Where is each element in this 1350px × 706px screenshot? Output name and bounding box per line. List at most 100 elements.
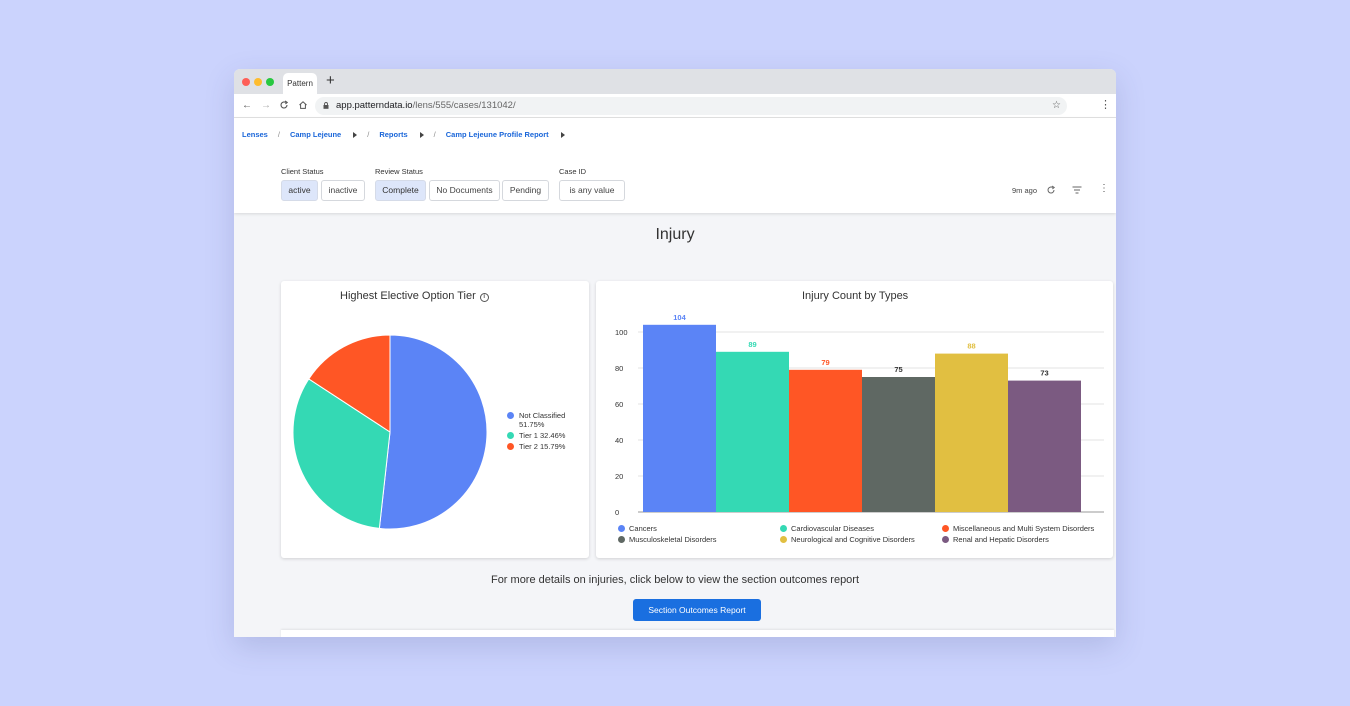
pie-legend: Not Classified 51.75% Tier 1 32.46% Tier …: [507, 411, 565, 453]
app-header: Lenses / Camp Lejeune / Reports / Camp Lejeune…: [234, 118, 1116, 213]
case-id-label: Case ID: [559, 167, 587, 176]
legend-label: Tier 2 15.79%: [519, 442, 566, 451]
legend-label-text: Not Classified: [519, 411, 566, 420]
bar-neurological-and-cognitive-disorders[interactable]: [935, 353, 1008, 512]
case-id-filter[interactable]: is any value: [559, 180, 625, 201]
address-bar[interactable]: app.patterndata.io/lens/555/cases/131042…: [315, 97, 1067, 115]
review-status-complete-chip[interactable]: Complete: [375, 180, 426, 201]
caret-right-icon[interactable]: [560, 132, 565, 139]
bar-legend-item[interactable]: Cancers: [618, 524, 657, 533]
url-host: app.patterndata.io: [336, 100, 413, 111]
bar-value-label: 73: [1040, 369, 1048, 378]
back-arrow-icon[interactable]: ←: [242, 100, 252, 111]
filter-icon[interactable]: [1072, 186, 1082, 194]
client-status-active-chip[interactable]: active: [281, 180, 318, 201]
bar-value-label: 89: [748, 340, 756, 349]
legend-label: Renal and Hepatic Disorders: [953, 535, 1049, 544]
legend-swatch: [780, 525, 787, 532]
legend-swatch: [507, 412, 514, 419]
review-status-pending-chip[interactable]: Pending: [502, 180, 549, 201]
pie-chart: [292, 334, 488, 530]
bar-musculoskeletal-disorders[interactable]: [862, 377, 935, 512]
legend-label: Cardiovascular Diseases: [791, 524, 874, 533]
bar-chart: 0 20 40 60 80 100 104 89 79 75 88 73: [615, 313, 1104, 517]
next-section-card: [281, 630, 1114, 637]
legend-swatch: [942, 525, 949, 532]
legend-label: Musculoskeletal Disorders: [629, 535, 717, 544]
home-icon[interactable]: [298, 100, 308, 110]
bar-value-label: 75: [894, 365, 902, 374]
url-text: app.patterndata.io/lens/555/cases/131042…: [336, 97, 516, 115]
bar-legend-item[interactable]: Renal and Hepatic Disorders: [942, 535, 1049, 544]
breadcrumb-separator: /: [367, 130, 370, 139]
review-status-no-documents-chip[interactable]: No Documents: [429, 180, 500, 201]
refresh-icon[interactable]: [1046, 185, 1056, 195]
section-outcomes-report-button[interactable]: Section Outcomes Report: [633, 599, 761, 621]
pie-slice-tier-2[interactable]: [308, 334, 391, 433]
browser-tab[interactable]: Pattern: [283, 73, 317, 94]
pie-legend-item[interactable]: Tier 1 32.46%: [507, 431, 565, 440]
legend-label: Miscellaneous and Multi System Disorders: [953, 524, 1095, 533]
lock-icon: [323, 102, 329, 109]
pie-chart-title: Highest Elective Option Tier i: [340, 290, 489, 302]
bar-legend-item[interactable]: Neurological and Cognitive Disorders: [780, 535, 915, 544]
breadcrumb-lenses[interactable]: Lenses: [242, 130, 268, 139]
bar-value-label: 104: [673, 313, 686, 322]
bookmark-star-icon[interactable]: ☆: [1052, 100, 1061, 111]
reload-icon[interactable]: [279, 100, 289, 110]
breadcrumb: Lenses / Camp Lejeune / Reports / Camp Lejeune…: [242, 130, 565, 139]
bar-value-label: 79: [821, 358, 829, 367]
more-options-icon[interactable]: ⋮: [1099, 183, 1109, 194]
info-icon[interactable]: i: [479, 293, 489, 302]
client-status-inactive-chip[interactable]: inactive: [321, 180, 365, 201]
legend-label-pct: 51.75%: [519, 420, 545, 429]
breadcrumb-reports[interactable]: Reports: [379, 130, 408, 139]
url-path: /lens/555/cases/131042/: [412, 100, 516, 111]
review-status-label: Review Status: [375, 167, 423, 176]
new-tab-button[interactable]: +: [326, 72, 335, 89]
caret-right-icon[interactable]: [419, 132, 424, 139]
bar-miscellaneous-and-multi-system-disorders[interactable]: [789, 369, 862, 512]
section-title: Injury: [655, 226, 695, 243]
close-window-dot[interactable]: [242, 78, 250, 86]
legend-swatch: [618, 536, 625, 543]
legend-swatch: [507, 432, 514, 439]
pie-slice-not-classified[interactable]: [378, 334, 488, 530]
y-tick-label: 20: [615, 472, 623, 481]
bar-cardiovascular-diseases[interactable]: [716, 351, 789, 512]
legend-swatch: [507, 443, 514, 450]
minimize-window-dot[interactable]: [254, 78, 262, 86]
browser-menu-icon[interactable]: ⋮: [1100, 99, 1111, 111]
bar-value-label: 88: [967, 342, 975, 351]
caret-right-icon[interactable]: [353, 132, 358, 139]
breadcrumb-camp-lejeune[interactable]: Camp Lejeune: [289, 130, 342, 139]
breadcrumb-separator: /: [433, 130, 436, 139]
bar-legend-item[interactable]: Cardiovascular Diseases: [780, 524, 874, 533]
browser-window: Pattern + ← → app.patterndata.io/lens/55…: [234, 69, 1116, 637]
y-tick-label: 0: [615, 508, 619, 517]
y-tick-label: 100: [615, 328, 628, 337]
bar-legend-item[interactable]: Musculoskeletal Disorders: [618, 535, 717, 544]
legend-swatch: [942, 536, 949, 543]
legend-swatch: [780, 536, 787, 543]
pie-chart-card: Highest Elective Option Tier i Not Classi…: [281, 281, 589, 558]
maximize-window-dot[interactable]: [266, 78, 274, 86]
pie-chart-title-text: Highest Elective Option Tier: [340, 290, 476, 302]
pie-legend-item[interactable]: Not Classified 51.75%: [507, 411, 565, 429]
bar-renal-and-hepatic-disorders[interactable]: [1008, 380, 1081, 512]
breadcrumb-separator: /: [277, 130, 280, 139]
client-status-label: Client Status: [281, 167, 324, 176]
breadcrumb-profile-report[interactable]: Camp Lejeune Profile Report: [445, 130, 549, 139]
legend-label: Tier 1 32.46%: [519, 431, 566, 440]
bar-legend-item[interactable]: Miscellaneous and Multi System Disorders: [942, 524, 1094, 533]
last-updated-text: 9m ago: [1012, 186, 1038, 195]
bar-cancers[interactable]: [643, 324, 716, 512]
forward-arrow-icon[interactable]: →: [261, 100, 271, 111]
bar-chart-title: Injury Count by Types: [802, 290, 909, 302]
legend-label: Cancers: [629, 524, 657, 533]
y-tick-label: 40: [615, 436, 623, 445]
legend-swatch: [618, 525, 625, 532]
pie-legend-item[interactable]: Tier 2 15.79%: [507, 442, 565, 451]
legend-label: Neurological and Cognitive Disorders: [791, 535, 915, 544]
browser-toolbar: ← → app.patterndata.io/lens/555/cases/13…: [234, 94, 1116, 118]
